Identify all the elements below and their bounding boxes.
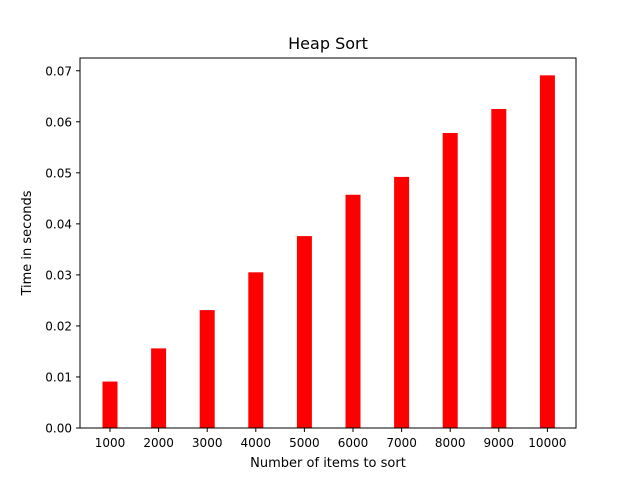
bar-6000 (345, 194, 361, 428)
bar-4000 (248, 272, 264, 428)
x-tick-label: 3000 (192, 436, 223, 450)
x-tick-label: 7000 (386, 436, 417, 450)
chart-title: Heap Sort (288, 34, 368, 53)
y-tick-label: 0.06 (45, 115, 72, 129)
y-tick-label: 0.02 (45, 319, 72, 333)
y-tick-label: 0.00 (45, 422, 72, 436)
y-tick-label: 0.01 (45, 370, 72, 384)
x-tick-label: 9000 (484, 436, 515, 450)
y-axis-ticks: 0.00 0.01 0.02 0.03 0.04 0.05 0.06 0.07 (45, 64, 80, 436)
x-tick-label: 5000 (289, 436, 320, 450)
bar-2000 (151, 348, 167, 428)
bar-9000 (491, 109, 507, 428)
bar-3000 (199, 310, 215, 428)
y-tick-label: 0.04 (45, 217, 72, 231)
bar-5000 (296, 236, 312, 428)
x-tick-label: 8000 (435, 436, 466, 450)
y-axis-label: Time in seconds (20, 190, 35, 296)
bars-group (102, 75, 555, 428)
x-tick-label: 6000 (338, 436, 369, 450)
x-axis-ticks: 1000 2000 3000 4000 5000 6000 7000 8000 9000 1000… (95, 428, 566, 450)
x-tick-label: 4000 (241, 436, 272, 450)
y-tick-label: 0.07 (45, 64, 72, 78)
bar-1000 (102, 381, 118, 428)
y-tick-label: 0.03 (45, 268, 72, 282)
x-axis-label: Number of items to sort (250, 456, 406, 471)
x-tick-label: 2000 (143, 436, 174, 450)
bar-8000 (442, 133, 458, 428)
x-tick-label: 10000 (528, 436, 566, 450)
bar-7000 (394, 176, 410, 428)
bar-10000 (539, 75, 555, 428)
plot-frame (79, 57, 577, 429)
x-tick-label: 1000 (95, 436, 126, 450)
y-tick-label: 0.05 (45, 166, 72, 180)
